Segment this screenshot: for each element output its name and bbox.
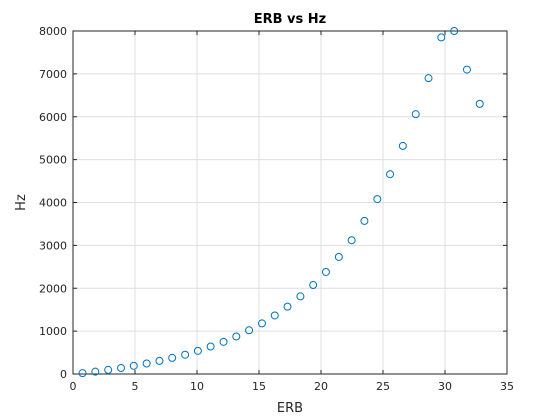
data-point	[411, 110, 420, 119]
y-tick-label: 8000	[39, 25, 67, 38]
chart-title: ERB vs Hz	[254, 12, 327, 27]
y-tick-label: 3000	[39, 239, 67, 252]
data-point	[347, 236, 356, 245]
y-tick-label: 2000	[39, 282, 67, 295]
y-tick-label: 5000	[39, 154, 67, 167]
data-point	[155, 356, 164, 365]
data-point	[91, 367, 100, 376]
data-point	[193, 346, 202, 355]
y-tick-label: 1000	[39, 325, 67, 338]
data-point	[462, 65, 471, 74]
data-point	[181, 350, 190, 359]
data-point	[450, 27, 459, 35]
data-point	[386, 170, 395, 179]
data-point	[232, 332, 241, 341]
x-tick-label: 10	[190, 380, 204, 393]
data-point	[168, 353, 177, 362]
data-point	[219, 337, 228, 346]
data-point	[296, 292, 305, 301]
data-point	[283, 302, 292, 311]
x-axis-label: ERB	[277, 401, 303, 416]
y-tick-label: 0	[60, 368, 67, 381]
data-point	[116, 363, 125, 372]
x-tick-label: 20	[314, 380, 328, 393]
x-tick-label: 0	[70, 380, 77, 393]
data-point	[257, 319, 266, 328]
data-points	[78, 27, 484, 378]
data-point	[437, 33, 446, 42]
y-tick-label: 7000	[39, 68, 67, 81]
data-point	[142, 359, 151, 368]
data-point	[309, 281, 318, 290]
data-point	[475, 99, 484, 108]
ticks-layer: 0 5 10 15 20 25 30 35 0 1000 2000 3000 4000 5000 6000 7…	[39, 25, 514, 393]
data-point	[334, 252, 343, 261]
data-point	[321, 267, 330, 276]
data-point	[129, 361, 138, 370]
data-point	[360, 216, 369, 225]
x-tick-label: 25	[376, 380, 390, 393]
x-tick-label: 5	[132, 380, 139, 393]
y-tick-label: 6000	[39, 111, 67, 124]
data-point	[245, 326, 254, 335]
data-point	[78, 369, 87, 378]
x-tick-label: 30	[438, 380, 452, 393]
data-point	[398, 141, 407, 150]
data-point	[206, 342, 215, 351]
y-tick-label: 4000	[39, 197, 67, 210]
x-tick-label: 15	[252, 380, 266, 393]
y-axis-label: Hz	[14, 194, 29, 211]
x-tick-label: 35	[500, 380, 514, 393]
data-point	[104, 365, 113, 374]
data-point	[424, 74, 433, 83]
data-point	[373, 195, 382, 204]
data-point	[270, 311, 279, 320]
